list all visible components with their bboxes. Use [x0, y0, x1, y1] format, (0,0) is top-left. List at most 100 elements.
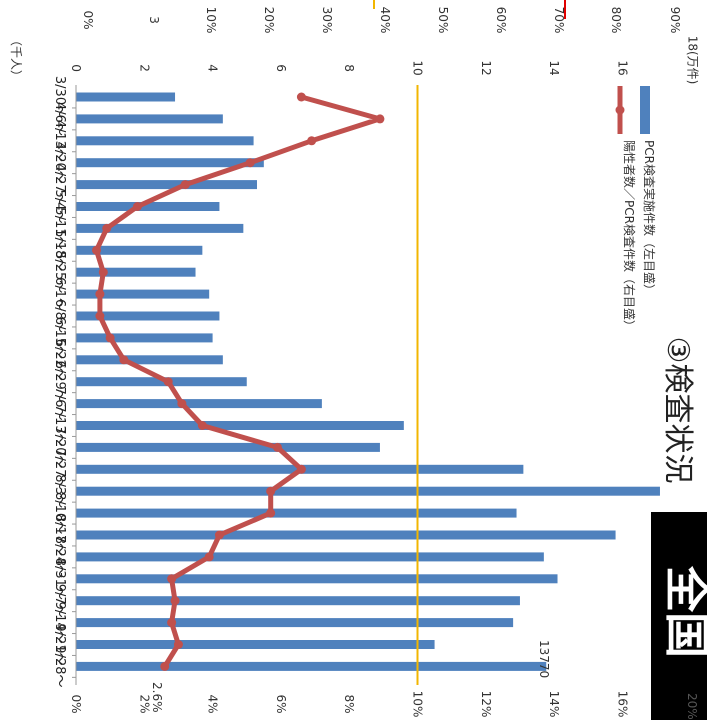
primary-tick-label: 0 — [69, 64, 83, 72]
category-label: 6/15〜 — [52, 317, 67, 359]
secondary-tick-label: 14% — [547, 691, 561, 718]
bar — [76, 377, 247, 387]
bar — [76, 530, 616, 540]
category-label: 4/13〜 — [52, 120, 67, 162]
line-point — [177, 399, 187, 409]
bar — [76, 355, 223, 365]
line-series — [91, 92, 385, 671]
legend-bar-label: PCR検査実施件数（左目盛） — [642, 140, 657, 296]
line-point — [272, 442, 282, 452]
bar — [76, 114, 223, 124]
line-point — [214, 530, 224, 540]
line-point — [163, 377, 173, 387]
line-point — [95, 311, 105, 321]
primary-tick-label: 6 — [274, 64, 288, 72]
category-label: 9/28〜 — [52, 645, 67, 687]
primary-tick-label: 18(万件) — [686, 36, 700, 85]
secondary-tick-label: 10% — [411, 691, 425, 718]
category-label: 6/22〜 — [52, 339, 67, 381]
line-point — [245, 158, 255, 168]
bar-series — [76, 92, 660, 671]
top-tick-label: 90% — [668, 7, 682, 34]
category-label: 7/27〜 — [52, 448, 67, 490]
bar — [76, 158, 264, 168]
primary-tick-label: 16 — [615, 60, 629, 75]
line-point — [98, 267, 108, 277]
secondary-tick-label: 16% — [615, 691, 629, 718]
line-point — [132, 202, 142, 211]
line-point — [180, 180, 190, 190]
category-label: 7/20〜 — [52, 426, 67, 468]
top-tick-label: 20% — [262, 7, 276, 34]
bar — [76, 92, 176, 102]
line-point — [170, 596, 180, 606]
bar — [76, 311, 220, 321]
bar — [76, 508, 517, 518]
line-point — [105, 333, 115, 343]
bar — [76, 574, 558, 584]
category-label: 9/14〜 — [52, 601, 67, 643]
line-point — [197, 421, 207, 430]
line-point — [296, 464, 306, 474]
bar — [76, 552, 544, 562]
category-label: 6/8〜 — [52, 299, 67, 333]
category-label: 4/27〜 — [52, 163, 67, 205]
line-point — [167, 618, 177, 628]
top-tick-label: 10% — [204, 7, 218, 34]
bar — [76, 136, 254, 146]
banner-side-text: 20% — [685, 693, 699, 720]
line-point — [173, 640, 183, 649]
category-label: 8/17〜 — [52, 514, 67, 556]
legend-line-label: 陽性者数／PCR検査件数（右目盛） — [622, 140, 637, 332]
bar — [76, 421, 404, 430]
category-label: 8/24〜 — [52, 536, 67, 578]
category-label: 5/18〜 — [52, 229, 67, 271]
bar — [76, 267, 196, 277]
category-label: 6/29〜 — [52, 361, 67, 403]
category-label: 5/25〜 — [52, 251, 67, 293]
legend-line-marker — [615, 105, 625, 115]
top-percent-axis: 0% 3 10% 20% 30% 40% 50% 60% 70% 80% 90% 100% — [0, 0, 682, 33]
bar — [76, 596, 520, 606]
data-label-last-point: 2.6% — [150, 682, 164, 713]
secondary-tick-label: 2% — [137, 694, 151, 713]
category-label: 7/6〜 — [52, 387, 67, 421]
line-point — [160, 661, 170, 671]
primary-axis-label: （千人） — [9, 34, 23, 82]
bar — [76, 180, 257, 190]
bar — [76, 661, 547, 671]
line-point — [119, 355, 129, 365]
region-banner: 全国 — [651, 512, 707, 720]
category-axis: 3/30〜4/6〜4/13〜4/20〜4/27〜5/4〜5/11〜5/18〜5/… — [52, 76, 77, 688]
bar — [76, 640, 435, 649]
category-label: 8/31〜 — [52, 558, 67, 600]
line-point — [95, 289, 105, 299]
data-labels: 13770 2.6% — [150, 640, 551, 713]
secondary-tick-label: 8% — [342, 694, 356, 713]
category-label: 4/6〜 — [52, 102, 67, 136]
secondary-tick-label: 6% — [274, 694, 288, 713]
category-label: 9/7〜 — [52, 584, 67, 618]
category-label: 7/13〜 — [52, 404, 67, 446]
bar — [76, 442, 380, 452]
bar — [76, 618, 514, 628]
top-tick-label: 50% — [436, 7, 450, 34]
primary-tick-label: 10 — [411, 60, 425, 75]
primary-axis: 0 2 4 6 8 10 12 14 16 18(万件) （千人） — [9, 34, 700, 84]
primary-tick-label: 12 — [479, 60, 493, 75]
line-point — [167, 574, 177, 584]
section-title: ③検査状況 — [660, 337, 695, 484]
top-tick-label: 0% — [81, 10, 95, 29]
top-tick-label: 80% — [609, 7, 623, 34]
line-point — [266, 508, 276, 518]
legend: PCR検査実施件数（左目盛） 陽性者数／PCR検査件数（右目盛） — [615, 86, 657, 332]
primary-tick-label: 2 — [137, 64, 151, 72]
line-point — [204, 552, 214, 562]
bar — [76, 223, 244, 233]
data-label-last-bar: 13770 — [537, 640, 551, 678]
bar — [76, 399, 322, 409]
category-label: 8/3〜 — [52, 474, 67, 508]
top-tick-label: 70% — [552, 7, 566, 34]
line-point — [266, 486, 276, 496]
secondary-tick-label: 12% — [479, 691, 493, 718]
